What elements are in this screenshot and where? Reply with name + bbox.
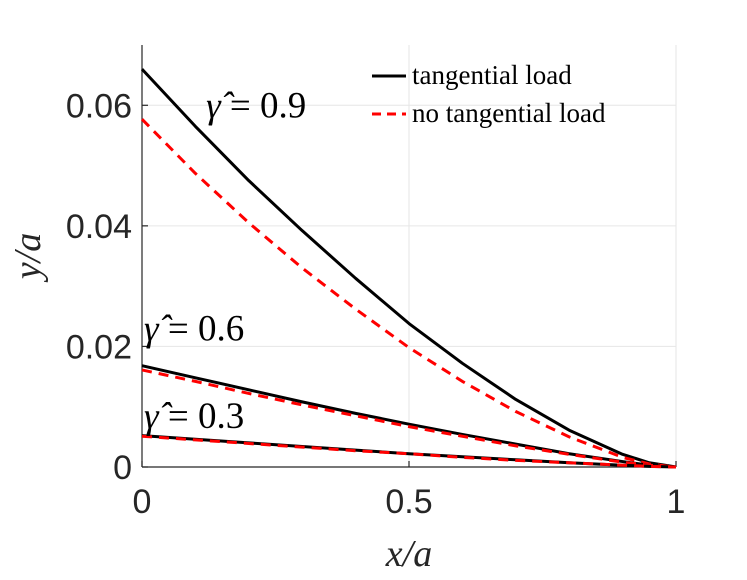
y-tick-label-3: 0.06 [66, 87, 132, 125]
annotation-value: = 0.3 [159, 396, 245, 437]
curve-annotation-0: γ̂ = 0.9 [206, 85, 306, 126]
annotation-value: = 0.9 [221, 85, 307, 126]
y-axis-label: y/a [7, 233, 49, 283]
annotation-value: = 0.6 [159, 308, 245, 349]
legend: tangential load no tangential load [372, 60, 606, 128]
curve-annotations: γ̂ = 0.9 γ̂ = 0.6 γ̂ = 0.3 [144, 85, 306, 436]
series-line-0 [140, 68, 677, 469]
y-tick-label-0: 0 [113, 449, 132, 487]
series-lines [140, 68, 677, 469]
curve-annotation-2: γ̂ = 0.3 [144, 396, 244, 437]
curve-annotation-1: γ̂ = 0.6 [144, 308, 244, 349]
legend-label-1: no tangential load [412, 98, 606, 128]
series-line-5 [141, 434, 677, 469]
x-tick-label-0: 0 [133, 483, 152, 521]
y-tick-label-1: 0.02 [66, 328, 132, 366]
y-tick-label-2: 0.04 [66, 208, 132, 246]
x-tick-label-1: 0.5 [385, 483, 432, 521]
series-line-3 [141, 368, 677, 469]
x-axis-label: x/a [385, 533, 432, 575]
legend-label-0: tangential load [412, 60, 572, 90]
tick-labels: 0 0.5 1 0 0.02 0.04 0.06 [66, 87, 686, 521]
x-tick-label-2: 1 [667, 483, 686, 521]
series-line-1 [140, 118, 677, 469]
